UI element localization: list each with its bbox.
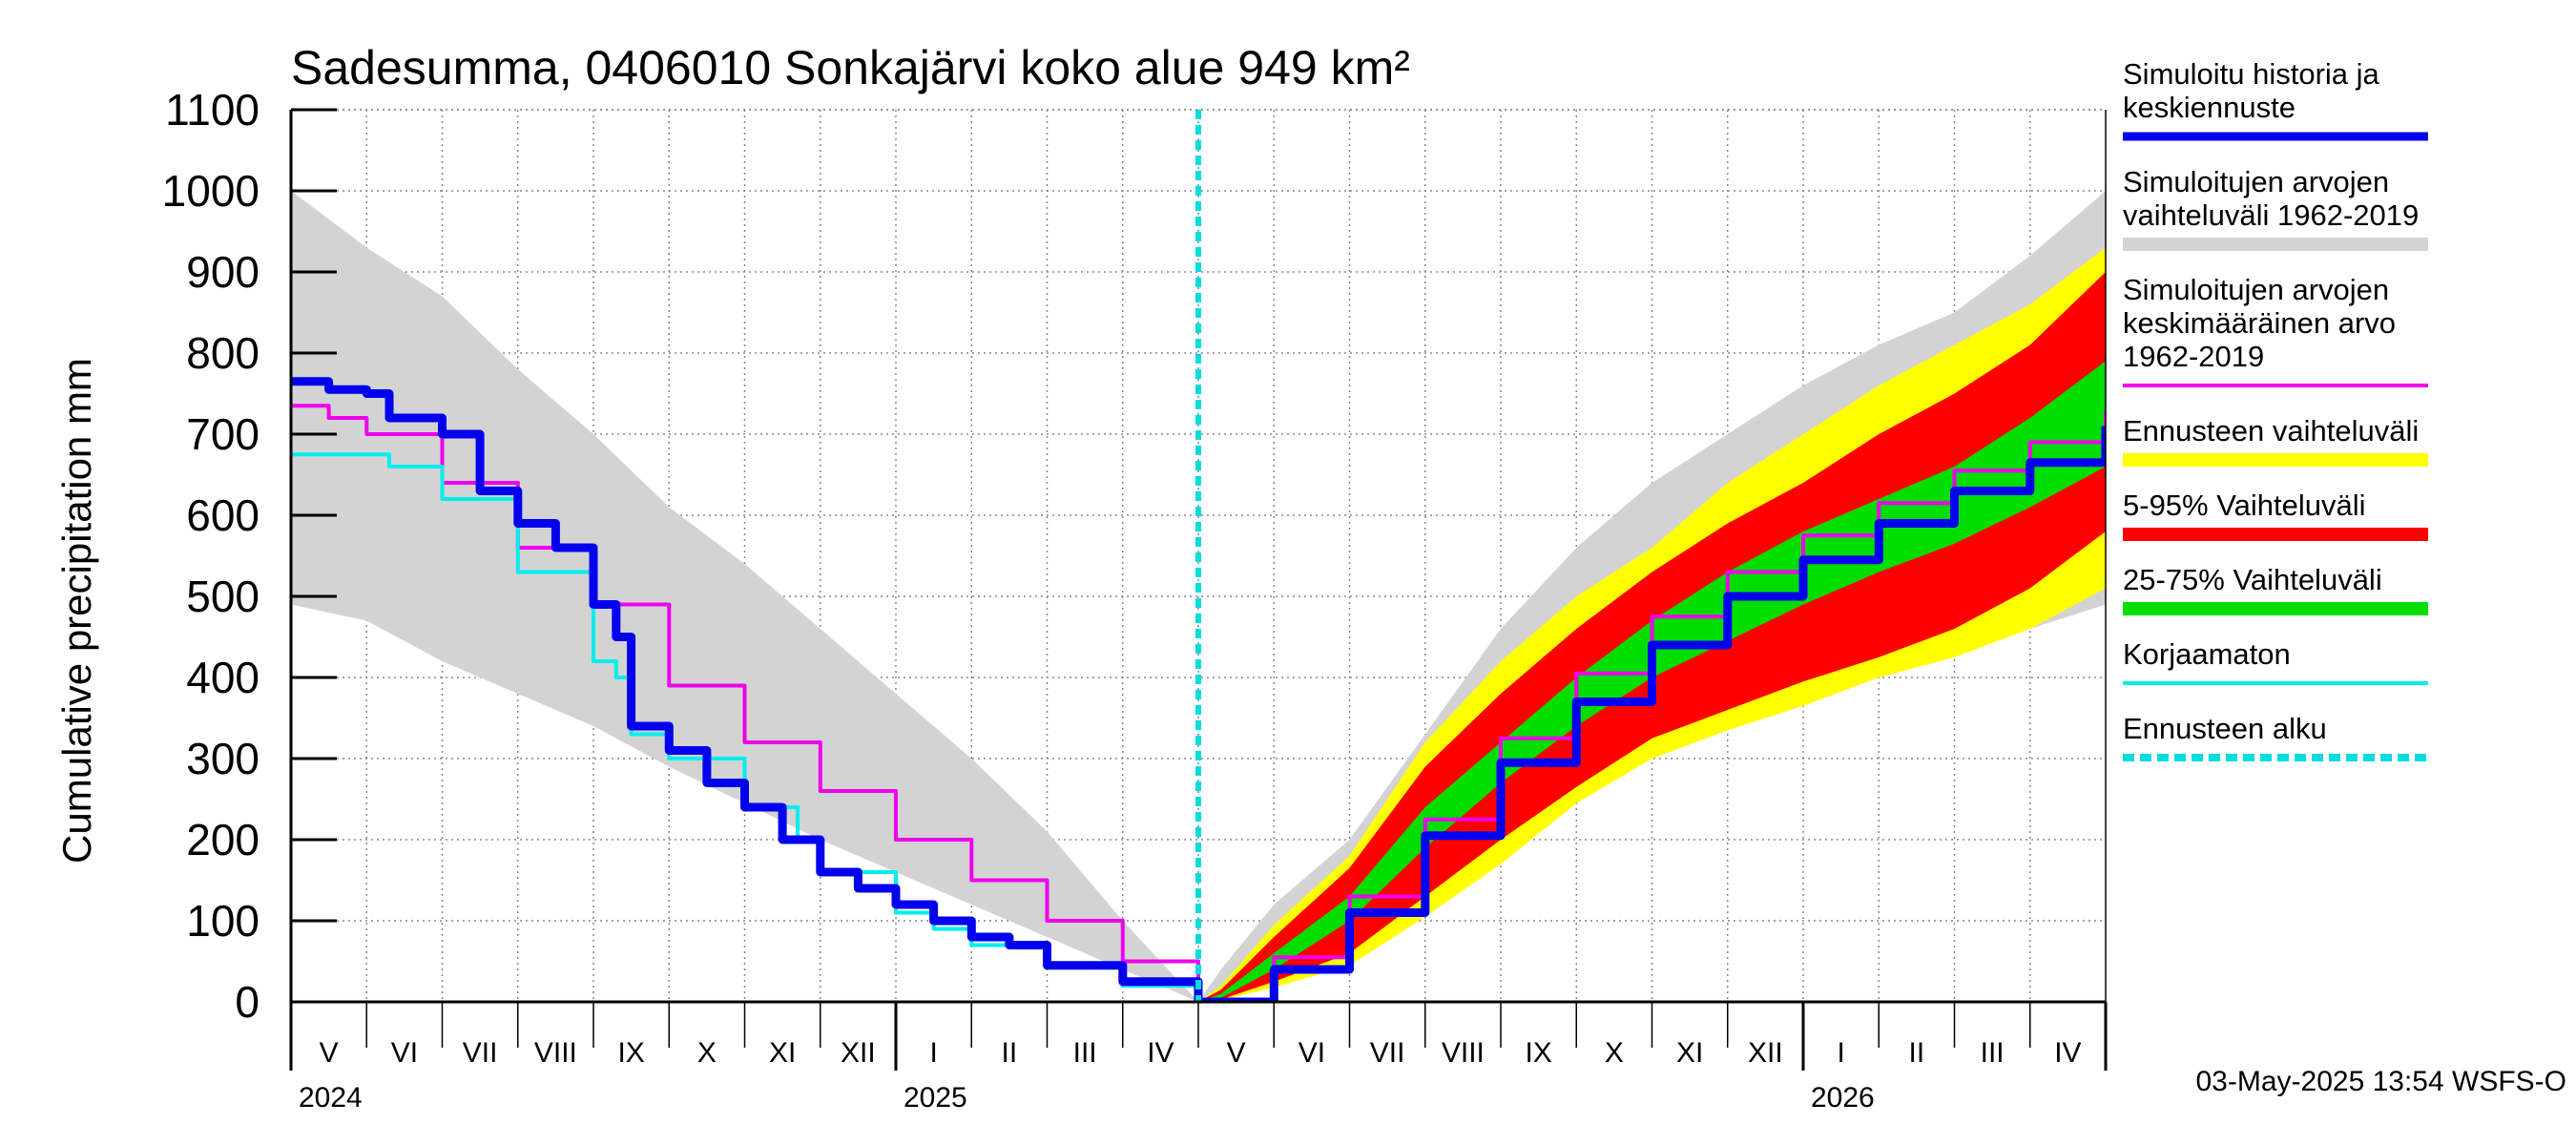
- legend-label: Korjaamaton: [2123, 637, 2291, 671]
- y-tick-label: 1100: [165, 85, 260, 135]
- line-simulated: [291, 377, 2106, 1002]
- legend-label: keskimääräinen arvo: [2123, 306, 2396, 340]
- x-month-label: IV: [2054, 1037, 2081, 1069]
- x-month-label: II: [1002, 1037, 1018, 1069]
- y-tick-label: 200: [186, 815, 260, 864]
- legend-label: Simuloitujen arvojen: [2123, 165, 2389, 198]
- x-month-label: VI: [1298, 1037, 1325, 1069]
- x-month-label: X: [697, 1037, 717, 1069]
- legend-label: 1962-2019: [2123, 340, 2264, 373]
- legend-label: 25-75% Vaihteluväli: [2123, 563, 2382, 596]
- x-month-label: V: [320, 1037, 339, 1069]
- x-month-label: VII: [463, 1037, 498, 1069]
- x-month-label: II: [1909, 1037, 1925, 1069]
- x-year-label: 2026: [1811, 1082, 1875, 1114]
- plot-content: [291, 191, 2106, 1002]
- line-mean: [291, 404, 2106, 1002]
- x-year-label: 2024: [299, 1082, 363, 1114]
- x-month-label: XII: [841, 1037, 876, 1069]
- x-month-label: XI: [769, 1037, 796, 1069]
- x-month-label: I: [1837, 1037, 1844, 1069]
- x-month-label: III: [1073, 1037, 1097, 1069]
- y-tick-label: 600: [186, 490, 260, 540]
- x-month-label: VI: [391, 1037, 418, 1069]
- y-axis-label: Cumulative precipitation mm: [54, 358, 99, 864]
- legend-label: Ennusteen alku: [2123, 712, 2327, 745]
- x-month-label: III: [1981, 1037, 2005, 1069]
- x-month-label: X: [1605, 1037, 1624, 1069]
- y-tick-label: 800: [186, 328, 260, 378]
- legend-label: vaihteluväli 1962-2019: [2123, 198, 2419, 232]
- y-tick-label: 0: [235, 977, 260, 1027]
- x-month-label: XII: [1748, 1037, 1783, 1069]
- legend-label: Simuloitujen arvojen: [2123, 273, 2389, 306]
- x-month-label: V: [1227, 1037, 1246, 1069]
- x-month-label: XI: [1676, 1037, 1703, 1069]
- x-month-label: IX: [617, 1037, 644, 1069]
- y-tick-label: 400: [186, 653, 260, 702]
- y-tick-label: 100: [186, 896, 260, 946]
- x-axis: V VI VII VIII IX X XI XII I II III IV V VI VII VIII IX X X…: [289, 1002, 2108, 1114]
- x-year-label: 2025: [904, 1082, 967, 1114]
- chart-title: Sadesumma, 0406010 Sonkajärvi koko alue …: [291, 41, 1410, 94]
- x-month-label: VIII: [534, 1037, 577, 1069]
- x-month-label: I: [929, 1037, 937, 1069]
- y-ticks: 0 100 200 300 400 500 600 700 800 900 1000 1100: [162, 85, 337, 1027]
- x-month-label: IV: [1147, 1037, 1174, 1069]
- x-month-label: IX: [1525, 1037, 1551, 1069]
- legend-label: keskiennuste: [2123, 91, 2296, 124]
- x-month-label: VIII: [1442, 1037, 1485, 1069]
- y-tick-label: 300: [186, 734, 260, 783]
- legend-label: 5-95% Vaihteluväli: [2123, 489, 2365, 522]
- y-tick-label: 500: [186, 572, 260, 621]
- y-tick-label: 700: [186, 409, 260, 459]
- y-tick-label: 1000: [162, 166, 260, 216]
- legend-label: Ennusteen vaihteluväli: [2123, 414, 2419, 448]
- timestamp-label: 03-May-2025 13:54 WSFS-O: [2196, 1066, 2567, 1097]
- x-month-label: VII: [1370, 1037, 1405, 1069]
- y-tick-label: 900: [186, 247, 260, 297]
- legend-label: Simuloitu historia ja: [2123, 57, 2380, 91]
